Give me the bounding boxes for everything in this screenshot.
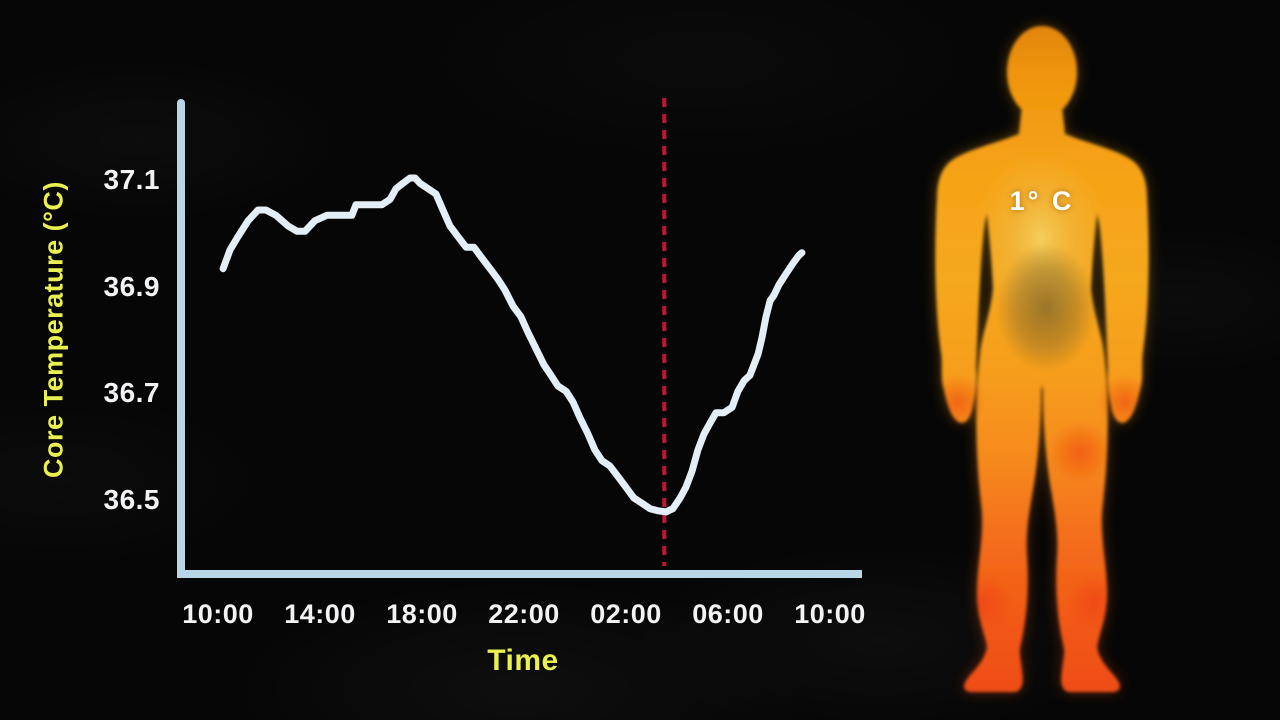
x-tick-label: 14:00 — [284, 599, 356, 629]
right-thigh-heat-patch — [1048, 420, 1112, 484]
body-head — [1007, 26, 1077, 118]
x-tick-label: 02:00 — [590, 599, 662, 629]
left-hand-heat-patch — [935, 374, 986, 430]
abdomen-shade — [996, 244, 1096, 372]
y-tick-label: 36.7 — [103, 377, 160, 409]
body-silhouette — [935, 106, 1149, 692]
x-tick-label: 18:00 — [386, 599, 458, 629]
x-axis-title: Time — [487, 644, 559, 677]
x-tick-label: 10:00 — [794, 599, 866, 629]
y-axis-title: Core Temperature (°C) — [38, 181, 69, 478]
left-shin-heat-patch — [953, 572, 1013, 632]
y-tick-label: 36.5 — [103, 483, 160, 515]
x-tick-label: 06:00 — [692, 599, 764, 629]
y-tick-label: 36.9 — [103, 270, 160, 302]
right-shin-heat-patch — [1065, 572, 1125, 632]
y-tick-label: 37.1 — [103, 164, 160, 195]
x-tick-label: 22:00 — [488, 599, 560, 629]
thermal-body-figure — [935, 26, 1149, 692]
body-core-temperature-delta-label: 1° C — [1009, 186, 1075, 216]
x-tick-label: 10:00 — [182, 599, 254, 629]
right-hand-heat-patch — [1097, 374, 1149, 430]
core-temperature-curve — [219, 174, 806, 516]
